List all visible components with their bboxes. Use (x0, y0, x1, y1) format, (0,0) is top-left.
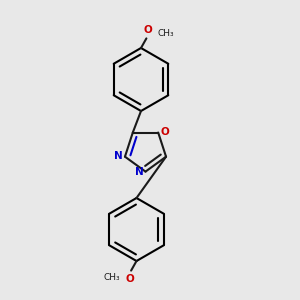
Text: O: O (143, 25, 152, 35)
Text: O: O (125, 274, 134, 284)
Text: CH₃: CH₃ (158, 28, 174, 38)
Text: N: N (114, 151, 123, 161)
Text: N: N (134, 167, 143, 177)
Text: O: O (160, 127, 169, 137)
Text: CH₃: CH₃ (103, 273, 120, 282)
